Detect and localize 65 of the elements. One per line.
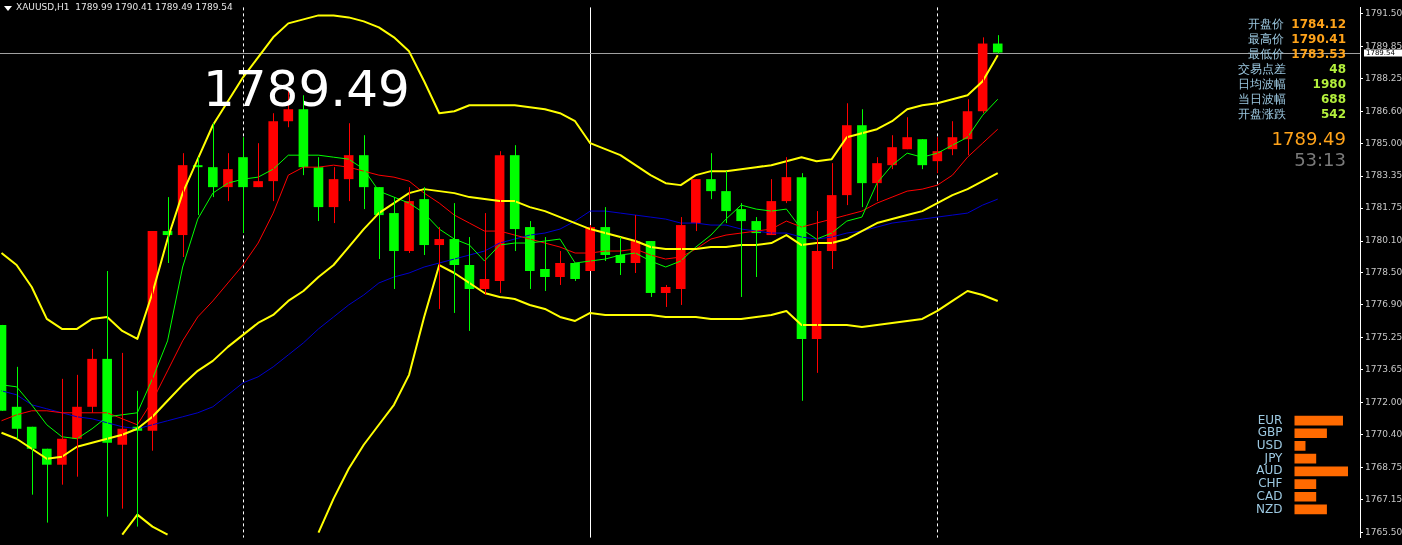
candlestick [902,116,912,150]
y-tick-label: 1786.60 [1365,105,1402,116]
candlestick [419,186,429,256]
y-tick-label: EUR [1257,412,1283,427]
bar [1294,504,1327,515]
bar [1294,428,1327,439]
y-tick-label: 1785.00 [1365,137,1402,148]
text: 日均波幅 1980 [1238,77,1346,91]
candlestick [555,250,565,286]
bar [1294,466,1348,477]
y-tick-label: JPY [1263,450,1284,465]
bar [1294,491,1317,502]
y-tick-label: 1780.10 [1365,235,1402,246]
candlestick [887,134,897,170]
candlestick [992,34,1003,55]
candlestick [736,202,746,298]
y-tick-label: 1767.15 [1365,494,1402,504]
bar [1294,415,1343,426]
chart-title: XAUUSD,H1 1789.99 1790.41 1789.49 1789.54 [16,2,233,12]
candlestick [238,136,248,234]
candlestick [389,196,399,290]
candlestick [87,348,97,414]
y-tick-label: CHF [1258,476,1283,491]
y-tick-label: 1768.75 [1365,462,1402,473]
candlestick [706,152,716,200]
text: 开盘价 1784.12 [1247,17,1346,31]
text: 当日波幅 688 [1238,92,1346,106]
candlestick [540,236,550,292]
y-tick-label: 1775.25 [1365,332,1402,343]
y-tick-label: USD [1256,438,1283,453]
y-tick-label: 1770.40 [1365,429,1402,440]
y-tick-label: 1778.50 [1365,267,1402,278]
y-tick-label: 1783.35 [1365,170,1402,181]
text: 交易点差 48 [1238,62,1346,76]
bar [1294,479,1317,489]
bar [1294,453,1317,464]
y-tick-label: CAD [1256,488,1283,503]
text: 最高价 1790.41 [1247,32,1346,46]
text: 开盘涨跌 542 [1238,107,1346,121]
candlestick [434,226,445,310]
candlestick [857,108,867,208]
y-tick-label: 1772.00 [1365,397,1402,408]
y-tick-label: GBP [1257,425,1283,440]
y-tick-label: NZD [1256,501,1283,516]
candlestick [208,122,218,198]
text: 1789.49 [1271,128,1346,149]
candlestick [509,144,520,252]
candlestick [404,186,414,254]
candlestick [721,170,731,224]
candlestick [268,112,279,202]
y-tick-label: AUD [1256,463,1283,478]
y-tick-label: 1789.85 [1365,40,1402,51]
y-tick-label: 1765.50 [1365,526,1402,537]
candlestick [253,142,263,188]
text: 53:13 [1294,149,1346,170]
y-tick-label: 1781.75 [1365,202,1402,213]
candlestick [872,156,882,202]
candlestick [841,102,852,206]
y-tick-label: 1776.90 [1365,299,1402,310]
y-tick-label: 1788.25 [1365,72,1402,83]
candlestick [691,178,701,232]
candlestick [570,262,580,282]
y-tick-label: 1773.65 [1365,364,1402,375]
bar [1294,441,1306,451]
y-tick-label: 1791.50 [1365,7,1402,18]
